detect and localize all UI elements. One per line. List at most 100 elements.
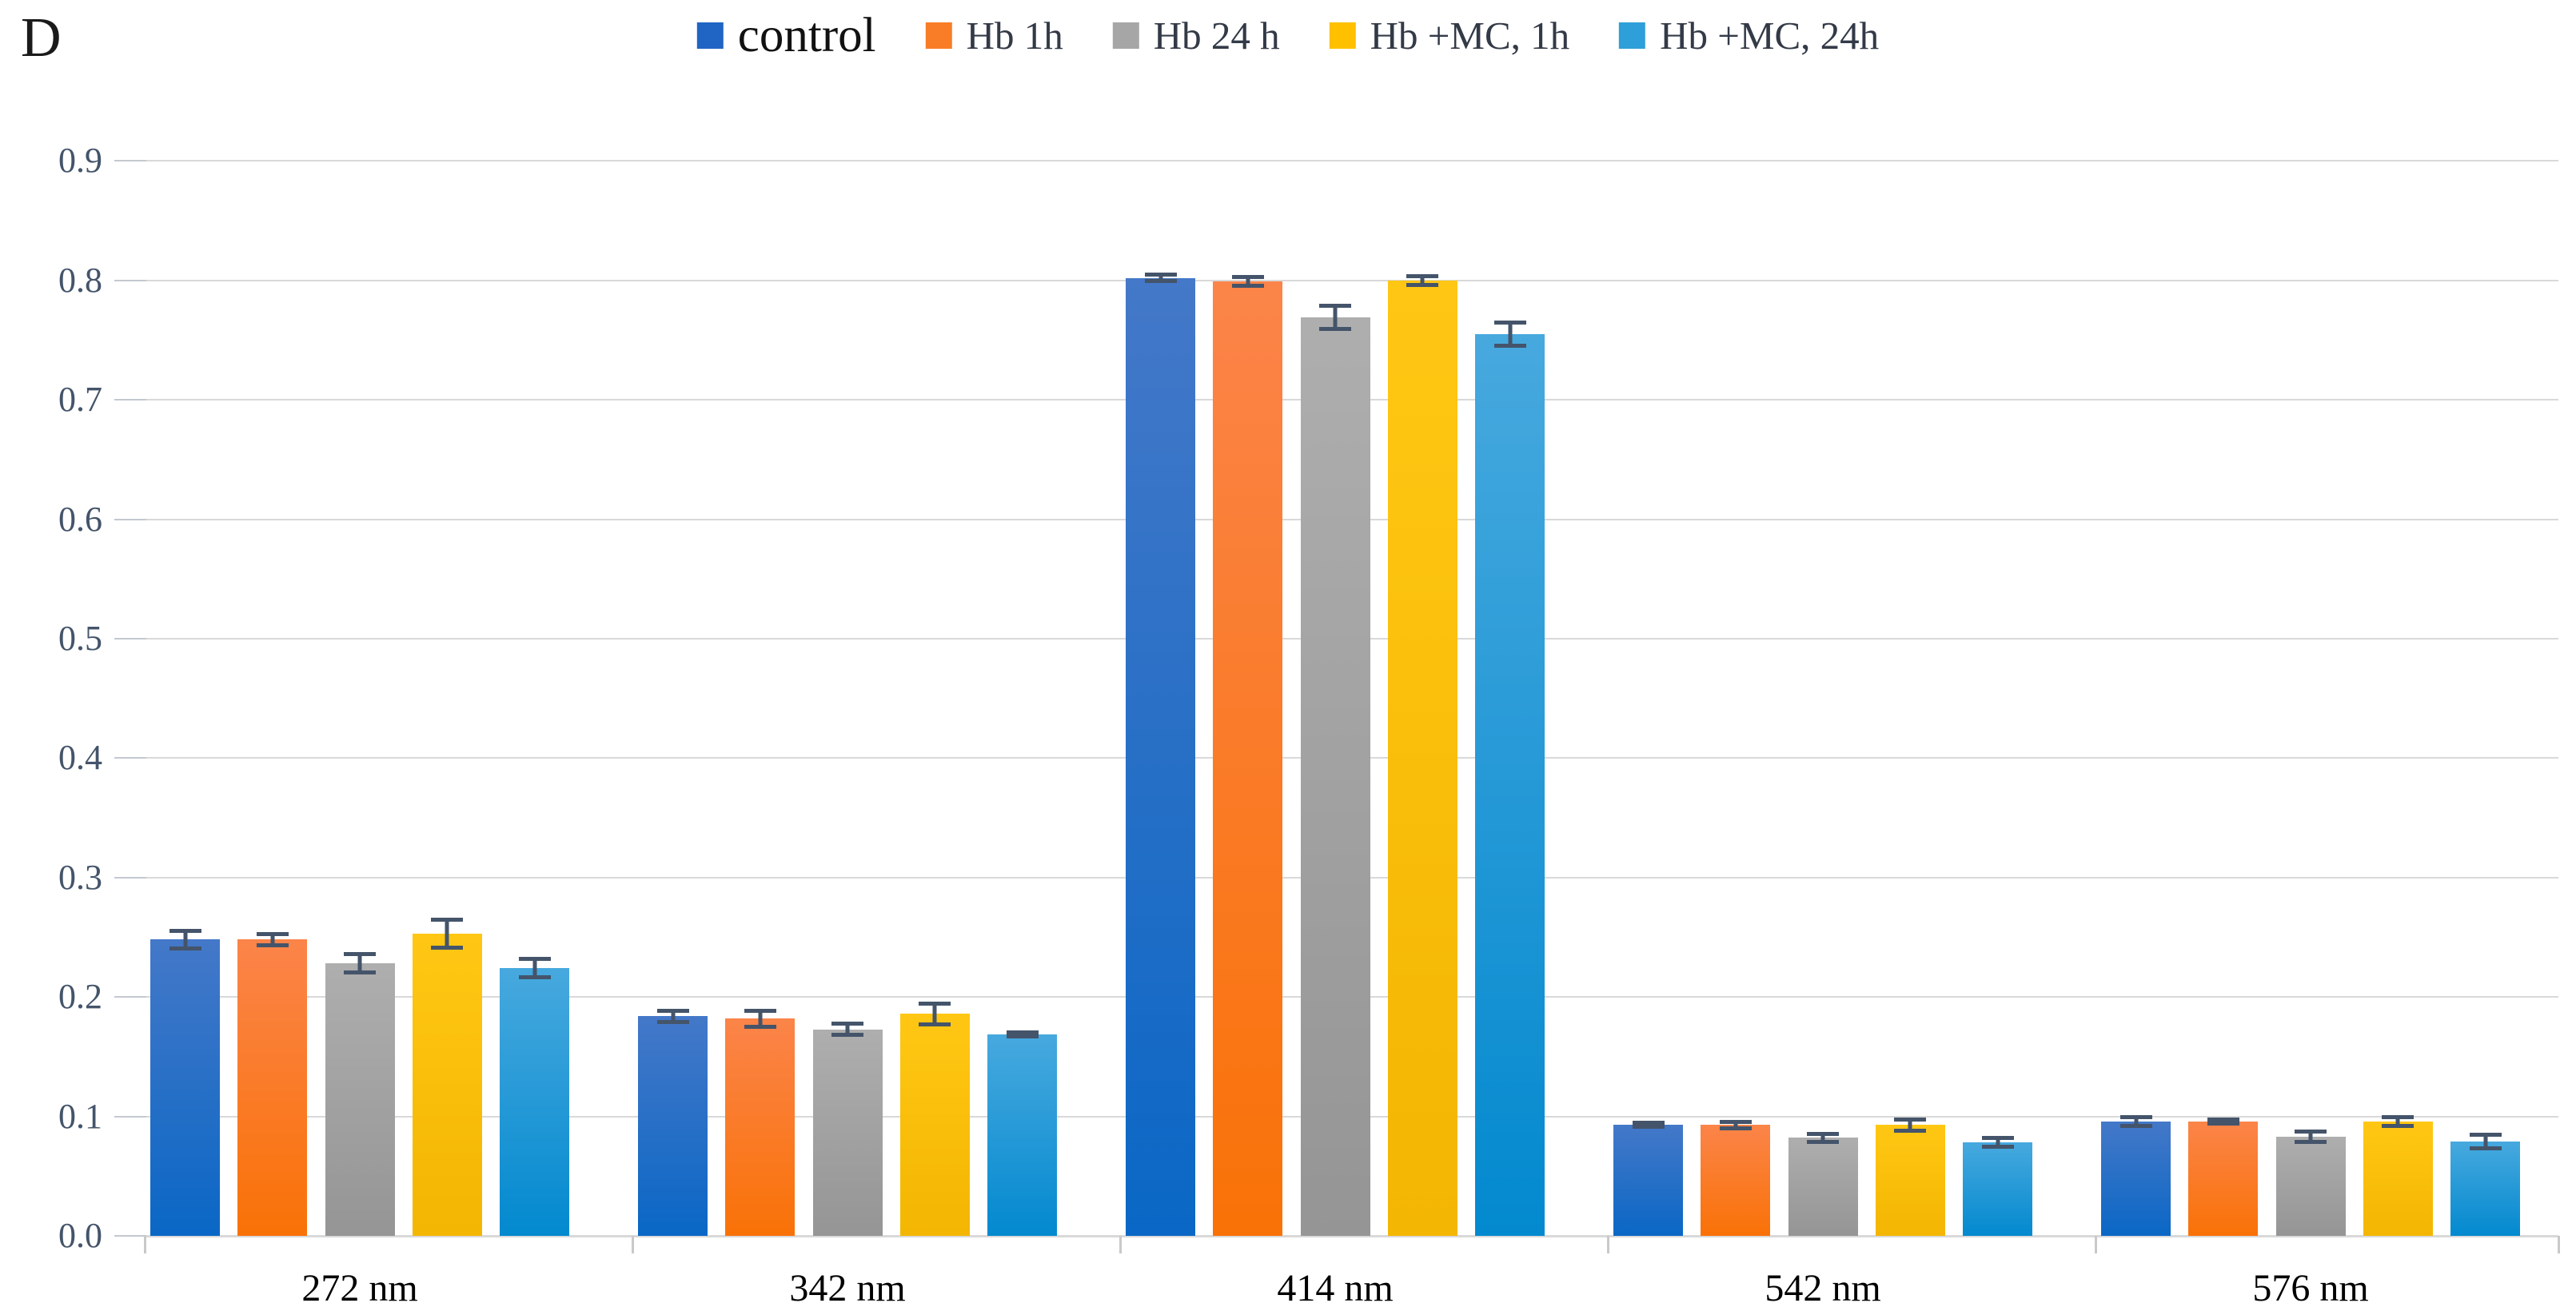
- error-bar-stem: [270, 934, 275, 946]
- y-axis-tick-label: 0.7: [58, 380, 102, 420]
- y-axis-tick-label: 0.6: [58, 499, 102, 539]
- error-bar-stem: [532, 958, 536, 978]
- bar-hb-mc-24h-342nm: [987, 1034, 1057, 1236]
- error-bar-cap-top: [2382, 1114, 2415, 1119]
- error-bar-stem: [1820, 1133, 1825, 1143]
- error-bar-cap-top: [919, 1001, 951, 1006]
- error-bar-stem: [183, 930, 187, 950]
- bar-hb-24-h-342nm: [812, 1029, 883, 1236]
- bar-hb-mc-1h-414nm: [1387, 280, 1457, 1236]
- y-axis-tick: [114, 1115, 146, 1118]
- error-bar-cap-bottom: [1632, 1125, 1665, 1130]
- error-bar-stem: [357, 954, 362, 974]
- error-bar-cap-bottom: [1493, 343, 1526, 348]
- legend-label: Hb +MC, 24h: [1660, 14, 1880, 58]
- y-axis-tick-label: 0.9: [58, 141, 102, 181]
- error-bar-cap-top: [1319, 304, 1351, 309]
- y-axis-tick: [114, 876, 146, 879]
- error-bar-stem: [2395, 1116, 2400, 1126]
- error-bar-cap-top: [1144, 273, 1177, 277]
- error-bar-stem: [1508, 322, 1512, 346]
- error-bar-cap-bottom: [1406, 282, 1439, 287]
- error-bar-stem: [758, 1010, 763, 1027]
- y-axis-tick: [114, 399, 146, 401]
- error-bar-cap-top: [2469, 1133, 2502, 1137]
- x-axis-category-label: 542 nm: [1765, 1267, 1881, 1309]
- error-bar-stem: [2134, 1116, 2138, 1126]
- bar-hb-1h-542nm: [1701, 1125, 1771, 1236]
- error-bar-cap-bottom: [2295, 1140, 2327, 1145]
- y-axis-tick-label: 0.3: [58, 857, 102, 897]
- x-axis-tick: [1607, 1236, 1609, 1253]
- legend-label: Hb 1h: [966, 14, 1063, 58]
- error-bar-cap-top: [2295, 1129, 2327, 1134]
- error-bar-stem: [1420, 275, 1425, 285]
- error-bar-cap-top: [518, 957, 551, 962]
- error-bar-stem: [1996, 1138, 2000, 1148]
- error-bar-cap-top: [1807, 1131, 1839, 1136]
- y-axis-tick: [114, 757, 146, 759]
- error-bar-cap-bottom: [656, 1019, 689, 1024]
- x-axis-category-label: 576 nm: [2252, 1267, 2369, 1309]
- y-axis-tick-label: 0.0: [58, 1216, 102, 1255]
- legend-swatch-icon: [925, 22, 952, 49]
- error-bar-cap-bottom: [1319, 327, 1351, 332]
- panel-label: D: [21, 7, 62, 69]
- bar-hb-1h-414nm: [1213, 281, 1283, 1236]
- x-axis-tick: [632, 1236, 634, 1253]
- legend: control Hb 1h Hb 24 h Hb +MC, 1h Hb +MC, 24h: [696, 11, 1880, 60]
- error-bar-cap-bottom: [1144, 279, 1177, 284]
- y-axis-tick: [114, 279, 146, 281]
- error-bar-stem: [932, 1002, 937, 1025]
- legend-item-control: control: [696, 11, 876, 60]
- bar-hb-24-h-272nm: [325, 963, 395, 1236]
- gridline: [146, 160, 2558, 162]
- error-bar-cap-bottom: [344, 970, 376, 975]
- error-bar-cap-top: [1719, 1119, 1752, 1124]
- x-axis-category-label: 272 nm: [301, 1267, 418, 1309]
- error-bar-cap-top: [1231, 275, 1264, 280]
- error-bar-stem: [1908, 1118, 1912, 1131]
- bar-hb-mc-1h-342nm: [899, 1014, 970, 1236]
- error-bar-cap-top: [1981, 1136, 2014, 1141]
- error-bar-cap-bottom: [1231, 284, 1264, 289]
- x-axis-category-label: 342 nm: [789, 1267, 906, 1309]
- bar-hb-mc-24h-414nm: [1475, 334, 1545, 1236]
- gridline: [146, 279, 2558, 281]
- y-axis-tick: [114, 1235, 146, 1237]
- legend-label: Hb 24 h: [1153, 14, 1280, 58]
- legend-swatch-icon: [696, 22, 724, 49]
- legend-item-hb-1h: Hb 1h: [925, 14, 1063, 58]
- y-axis-tick-label: 0.8: [58, 260, 102, 300]
- bar-control-414nm: [1126, 277, 1195, 1236]
- error-bar-stem: [1246, 277, 1250, 287]
- bar-control-272nm: [150, 939, 220, 1236]
- error-bar-cap-bottom: [1807, 1140, 1839, 1145]
- bar-control-542nm: [1613, 1125, 1683, 1236]
- bar-hb-mc-24h-542nm: [1963, 1142, 2032, 1236]
- legend-swatch-icon: [1619, 22, 1646, 49]
- error-bar-cap-top: [169, 928, 201, 933]
- error-bar-stem: [1733, 1121, 1738, 1129]
- error-bar-cap-top: [1406, 273, 1439, 278]
- error-bar-cap-bottom: [256, 942, 289, 947]
- x-axis-tick: [144, 1236, 146, 1253]
- error-bar-stem: [1158, 274, 1162, 282]
- error-bar-cap-bottom: [431, 945, 464, 950]
- error-bar-cap-bottom: [518, 975, 551, 980]
- error-bar-cap-top: [2207, 1117, 2239, 1122]
- y-axis-tick: [114, 996, 146, 998]
- error-bar-cap-bottom: [169, 946, 201, 951]
- x-axis-tick: [2558, 1236, 2560, 1253]
- error-bar-cap-top: [1493, 321, 1526, 325]
- legend-item-hb-mc-1h: Hb +MC, 1h: [1329, 16, 1569, 55]
- bar-hb-1h-342nm: [725, 1018, 796, 1236]
- error-bar-cap-top: [1006, 1030, 1039, 1034]
- legend-item-hb-24-h: Hb 24 h: [1112, 14, 1280, 58]
- bar-hb-mc-24h-576nm: [2450, 1141, 2520, 1236]
- error-bar-stem: [1333, 305, 1338, 330]
- y-axis-tick: [114, 638, 146, 640]
- error-bar-cap-top: [431, 918, 464, 922]
